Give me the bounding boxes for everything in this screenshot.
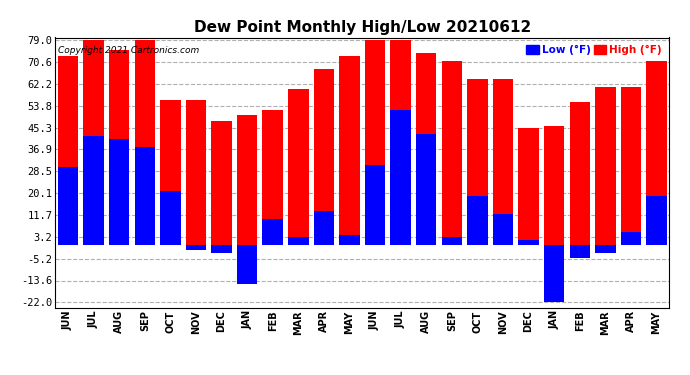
Bar: [237, 116, 257, 245]
Bar: [186, 245, 206, 250]
Bar: [160, 100, 181, 245]
Legend: Low (°F), High (°F): Low (°F), High (°F): [524, 43, 664, 57]
Bar: [262, 219, 283, 245]
Bar: [135, 40, 155, 245]
Bar: [288, 237, 308, 245]
Text: Copyright 2021 Cartronics.com: Copyright 2021 Cartronics.com: [58, 46, 199, 55]
Bar: [544, 126, 564, 245]
Bar: [211, 121, 232, 245]
Bar: [621, 87, 641, 245]
Bar: [109, 51, 130, 245]
Bar: [391, 110, 411, 245]
Bar: [416, 134, 437, 245]
Bar: [365, 165, 385, 245]
Bar: [493, 79, 513, 245]
Bar: [339, 56, 359, 245]
Bar: [186, 100, 206, 245]
Bar: [493, 214, 513, 245]
Bar: [288, 89, 308, 245]
Bar: [621, 232, 641, 245]
Bar: [135, 147, 155, 245]
Bar: [314, 211, 334, 245]
Bar: [467, 79, 488, 245]
Bar: [237, 245, 257, 284]
Bar: [83, 136, 104, 245]
Bar: [339, 235, 359, 245]
Bar: [109, 139, 130, 245]
Bar: [442, 61, 462, 245]
Bar: [314, 69, 334, 245]
Bar: [569, 102, 590, 245]
Bar: [391, 40, 411, 245]
Bar: [647, 196, 667, 245]
Bar: [211, 245, 232, 253]
Bar: [518, 240, 539, 245]
Bar: [160, 190, 181, 245]
Bar: [442, 237, 462, 245]
Bar: [647, 61, 667, 245]
Title: Dew Point Monthly High/Low 20210612: Dew Point Monthly High/Low 20210612: [194, 20, 531, 35]
Bar: [365, 40, 385, 245]
Bar: [569, 245, 590, 258]
Bar: [416, 53, 437, 245]
Bar: [58, 56, 78, 245]
Bar: [467, 196, 488, 245]
Bar: [595, 245, 615, 253]
Bar: [262, 110, 283, 245]
Bar: [544, 245, 564, 302]
Bar: [58, 167, 78, 245]
Bar: [83, 40, 104, 245]
Bar: [595, 87, 615, 245]
Bar: [518, 128, 539, 245]
